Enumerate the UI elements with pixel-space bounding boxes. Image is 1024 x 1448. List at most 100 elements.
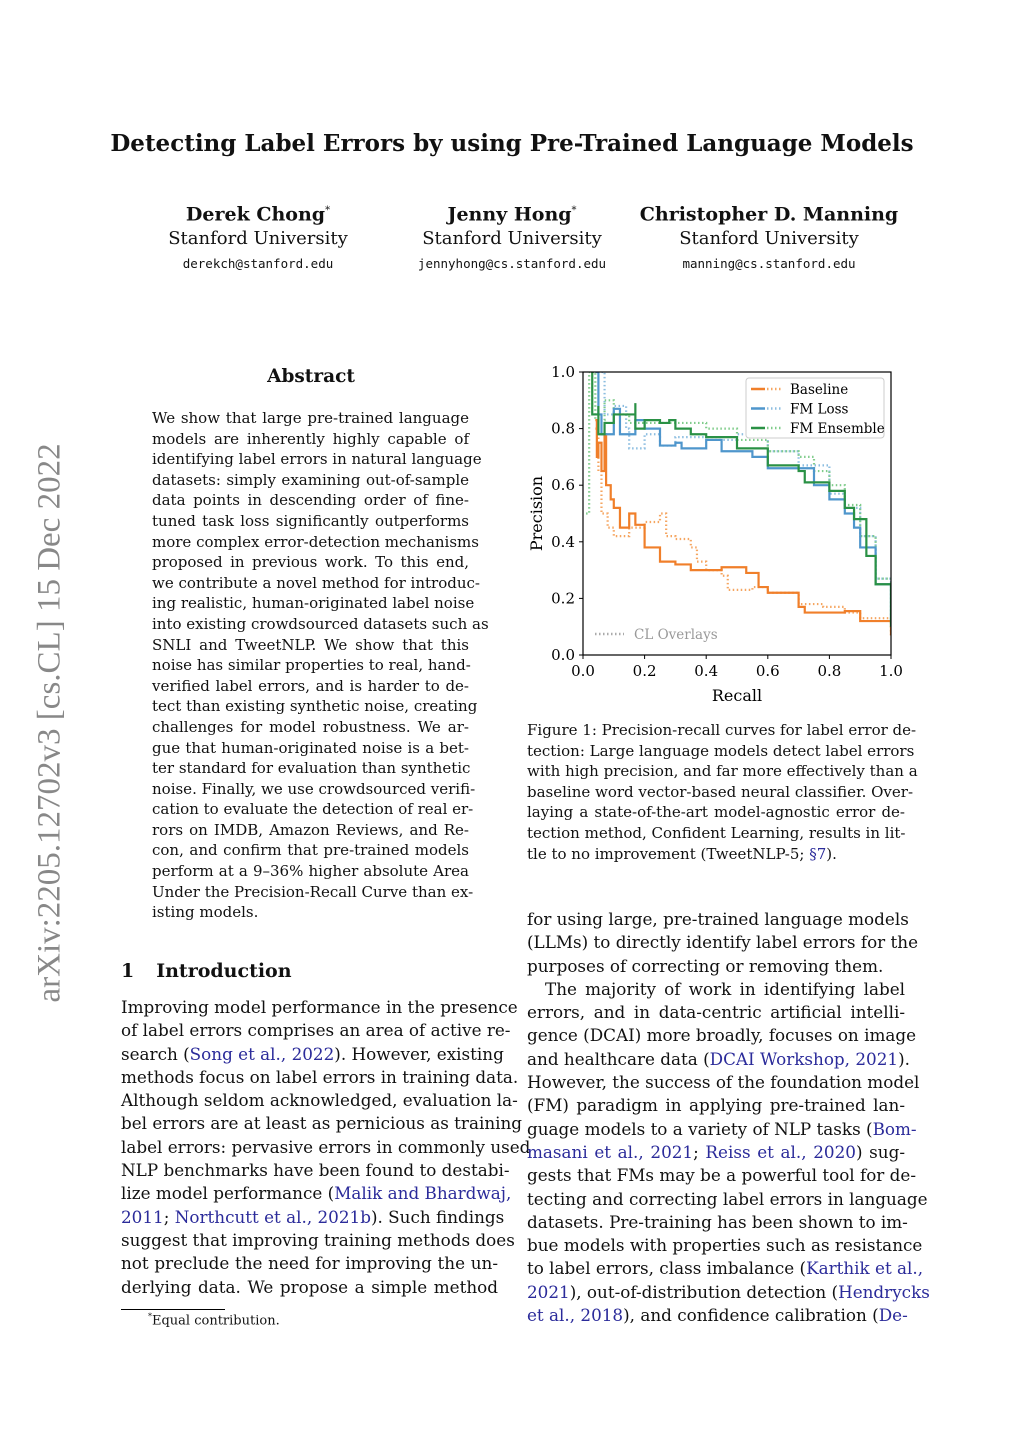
text-line: (FM) paradigm in applying pre-trained la…: [527, 1094, 905, 1117]
text-line: Figure 1: Precision-recall curves for la…: [527, 720, 916, 741]
arxiv-identifier: arXiv:2205.12702v3 [cs.CL] 15 Dec 2022: [31, 443, 68, 1003]
line-text: proposed in previous work. To this end,: [152, 553, 469, 572]
text-line: of label errors comprises an area of act…: [121, 1019, 510, 1042]
x-axis-label: Recall: [712, 686, 762, 705]
citation-link[interactable]: 2018: [580, 1305, 624, 1326]
text-line: tection: Large language models detect la…: [527, 741, 914, 762]
citation-link[interactable]: Karthik et al.,: [806, 1258, 924, 1279]
text-line: bue models with properties such as resis…: [527, 1234, 922, 1257]
text-line: laying a state-of-the-art model-agnostic…: [527, 802, 905, 823]
section-title: Introduction: [156, 960, 292, 982]
author-name: Jenny Hong: [447, 203, 572, 226]
line-text: errors, and in data-centric artificial i…: [527, 1002, 905, 1023]
text-line: masani et al., 2021; Reiss et al., 2020)…: [527, 1141, 905, 1164]
line-text: ;: [163, 1206, 175, 1227]
line-text: ter standard for evaluation than synthet…: [152, 759, 471, 778]
citation-link[interactable]: De-: [878, 1305, 908, 1326]
text-line: gue that human-originated noise is a bet…: [152, 738, 469, 759]
citation-link[interactable]: 2022: [291, 1043, 335, 1064]
line-text: isting models.: [152, 903, 259, 922]
line-text: datasets. Pre-training has been shown to…: [527, 1211, 908, 1232]
paper-title: Detecting Label Errors by using Pre-Trai…: [110, 130, 914, 157]
text-line: tect than existing synthetic noise, crea…: [152, 696, 477, 717]
text-line: We show that large pre-trained language: [152, 408, 469, 429]
author-block: Derek Chong* Stanford University derekch…: [118, 199, 398, 277]
line-text: lize model performance (: [121, 1183, 335, 1204]
line-text: for using large, pre-trained language mo…: [527, 909, 909, 929]
line-text: label errors: pervasive errors in common…: [121, 1136, 531, 1157]
legend-box: [745, 377, 885, 439]
text-line: isting models.: [152, 902, 469, 923]
text-line: and healthcare data (DCAI Workshop, 2021…: [527, 1048, 910, 1071]
line-text: methods focus on label errors in trainin…: [121, 1066, 519, 1087]
text-line: noise has similar properties to real, ha…: [152, 655, 471, 676]
line-text: into existing crowdsourced datasets such…: [152, 614, 489, 633]
text-line: datasets. Pre-training has been shown to…: [527, 1211, 908, 1234]
x-tick-label: 0.2: [633, 662, 657, 680]
citation-link[interactable]: 2020: [813, 1141, 856, 1162]
citation-link[interactable]: et al.,: [527, 1305, 576, 1326]
line-text: gests that FMs may be a powerful tool fo…: [527, 1165, 917, 1186]
citation-link[interactable]: 2011: [121, 1206, 164, 1227]
citation-link[interactable]: Hendrycks: [838, 1281, 930, 1302]
text-line: Improving model performance in the prese…: [121, 996, 518, 1019]
line-text: ing realistic, human-originated label no…: [152, 594, 475, 613]
text-line: data points in descending order of fine-: [152, 490, 469, 511]
citation-link[interactable]: 2021: [527, 1281, 570, 1302]
text-line: gests that FMs may be a powerful tool fo…: [527, 1164, 916, 1187]
line-text: Although seldom acknowledged, evaluation…: [121, 1090, 518, 1111]
text-line: we contribute a novel method for introdu…: [152, 573, 480, 594]
line-text: verified label errors, and is harder to …: [152, 676, 469, 695]
citation-link[interactable]: Song et al.,: [189, 1043, 287, 1064]
citation-link[interactable]: §7: [809, 844, 827, 863]
right-column-text: for using large, pre-trained language mo…: [527, 908, 930, 1327]
section-heading: 1 Introduction: [121, 960, 292, 982]
text-line: guage models to a variety of NLP tasks (…: [527, 1118, 917, 1141]
citation-link[interactable]: Northcutt et al.,: [174, 1206, 313, 1227]
citation-link[interactable]: 2021: [855, 1048, 899, 1069]
line-text: identifying label errors in natural lang…: [152, 450, 482, 469]
text-line: errors, and in data-centric artificial i…: [527, 1001, 905, 1024]
citation-link[interactable]: Reiss et al.,: [705, 1141, 807, 1162]
citation-link[interactable]: masani et al.,: [527, 1141, 644, 1162]
citation-link[interactable]: Malik and Bhardwaj,: [334, 1183, 512, 1204]
y-tick-label: 1.0: [551, 363, 575, 381]
abstract-text: We show that large pre-trained language m…: [152, 408, 489, 923]
y-tick-label: 0.6: [551, 476, 575, 494]
line-text: ).: [898, 1048, 910, 1069]
citation-link[interactable]: 2021: [650, 1141, 694, 1162]
line-text: models are inherently highly capable of: [152, 429, 469, 448]
author-mark: *: [325, 205, 331, 216]
footnote-text: Equal contribution.: [152, 1313, 280, 1329]
text-line: cation to evaluate the detection of real…: [152, 799, 473, 820]
text-line: bel errors are at least as pernicious as…: [121, 1112, 522, 1135]
text-line: gence (DCAI) more broadly, focuses on im…: [527, 1024, 916, 1047]
author-affiliation: Stanford University: [679, 228, 859, 250]
author-email[interactable]: jennyhong@cs.stanford.edu: [417, 256, 607, 272]
line-text: of label errors comprises an area of act…: [121, 1020, 511, 1041]
line-text: tuned task loss significantly outperform…: [152, 511, 469, 530]
line-text: laying a state-of-the-art model-agnostic…: [527, 803, 905, 822]
line-text: not preclude the need for improving the …: [121, 1253, 498, 1274]
text-line: con, and confirm that pre-trained models: [152, 840, 469, 861]
line-text: perform at a 9–36% higher absolute Area: [152, 862, 469, 881]
text-line: challenges for model robustness. We ar-: [152, 717, 469, 738]
line-text: rors on IMDB, Amazon Reviews, and Re-: [152, 820, 469, 839]
author-email[interactable]: manning@cs.stanford.edu: [682, 256, 856, 272]
author-email[interactable]: derekch@stanford.edu: [182, 256, 334, 272]
citation-link[interactable]: Bom-: [872, 1118, 917, 1139]
citation-link[interactable]: 2021b: [317, 1206, 371, 1227]
text-line: tuned task loss significantly outperform…: [152, 511, 469, 532]
line-text: Improving model performance in the prese…: [121, 997, 518, 1017]
text-line: Under the Precision-Recall Curve than ex…: [152, 882, 473, 903]
line-text: tect than existing synthetic noise, crea…: [152, 697, 478, 716]
precision-recall-chart: 0.0 0.2 0.4 0.6 0.8 1.0 0.0 0.2 0.4 0.6 0.8 1.0 Reca…: [527, 363, 903, 705]
y-axis-label: Precision: [527, 476, 546, 551]
line-text: and healthcare data (: [527, 1048, 710, 1069]
text-line: verified label errors, and is harder to …: [152, 676, 469, 697]
citation-link[interactable]: DCAI Workshop,: [709, 1048, 851, 1069]
author-affiliation: Stanford University: [168, 228, 348, 250]
line-text: we contribute a novel method for introdu…: [152, 573, 480, 592]
line-text: ) sug-: [855, 1141, 905, 1162]
line-text: (LLMs) to directly identify label errors…: [527, 932, 919, 953]
